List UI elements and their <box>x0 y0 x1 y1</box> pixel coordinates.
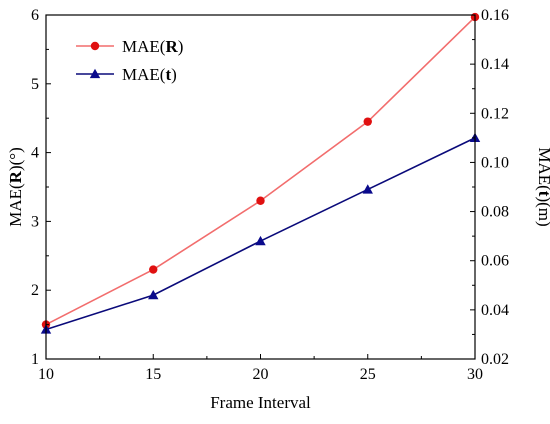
legend: MAE(R)MAE(t) <box>76 37 183 84</box>
series-1-point <box>148 289 159 300</box>
y-left-tick-label: 4 <box>31 145 39 162</box>
y-left-tick-label: 1 <box>31 351 39 368</box>
x-tick-label: 25 <box>360 366 376 383</box>
legend-label-1-suffix: ) <box>171 65 177 84</box>
y-right-tick-label: 0.08 <box>481 204 509 221</box>
x-tick-label: 15 <box>145 366 161 383</box>
legend-marker-0 <box>90 41 100 51</box>
legend-marker-1 <box>89 68 101 79</box>
legend-label-0-prefix: MAE( <box>122 37 166 56</box>
y-left-axis-title-prefix: MAE( <box>6 183 25 227</box>
x-axis-title: Frame Interval <box>210 393 311 412</box>
series-line-1 <box>45 137 476 331</box>
legend-label-1-bold: t <box>165 65 171 84</box>
y-right-tick-label: 0.02 <box>481 351 509 368</box>
series-line-0 <box>45 16 476 326</box>
y-right-axis-title-prefix: MAE( <box>535 147 550 191</box>
y-right-tick-label: 0.06 <box>481 253 509 270</box>
legend-label-0-bold: R <box>165 37 178 56</box>
y-right-axis-title: MAE(t)(m) <box>535 147 550 226</box>
x-tick-label: 10 <box>38 366 54 383</box>
axes-layer: 10 15 20 25 30 1 2 3 4 5 6 0.02 0.04 0.06 0.08 0.10 0.12… <box>6 7 550 412</box>
y-right-tick-label: 0.10 <box>481 154 509 171</box>
series-1-point <box>362 184 373 194</box>
y-right-axis-title-bold: t <box>535 191 550 197</box>
plot-frame <box>45 14 476 360</box>
series-0-point <box>363 117 372 126</box>
y-left-tick-label: 3 <box>31 213 39 230</box>
y-right-tick-label: 0.12 <box>481 105 509 122</box>
y-left-tick-label: 2 <box>31 282 39 299</box>
y-left-tick-label: 6 <box>31 7 39 24</box>
y-right-tick-label: 0.14 <box>481 56 509 73</box>
legend-label-1-prefix: MAE( <box>122 65 166 84</box>
x-tick-label: 30 <box>467 366 483 383</box>
y-right-tick-label: 0.04 <box>481 302 509 319</box>
y-left-tick-label: 5 <box>31 76 39 93</box>
y-left-axis-title-bold: R <box>6 170 25 183</box>
series-0-point <box>149 265 158 274</box>
series-0-point <box>256 196 265 205</box>
x-tick-label: 20 <box>253 366 269 383</box>
y-left-axis-title: MAE(R)(°) <box>6 147 25 227</box>
y-left-axis-title-suffix: )(°) <box>6 147 25 171</box>
series-1-point <box>255 235 266 246</box>
legend-label-0: MAE(R) <box>122 37 183 56</box>
legend-label-1: MAE(t) <box>122 65 177 84</box>
legend-label-0-suffix: ) <box>178 37 184 56</box>
y-right-axis-title-suffix: )(m) <box>535 196 550 226</box>
series-layer <box>40 12 481 334</box>
y-right-tick-label: 0.16 <box>481 7 509 24</box>
